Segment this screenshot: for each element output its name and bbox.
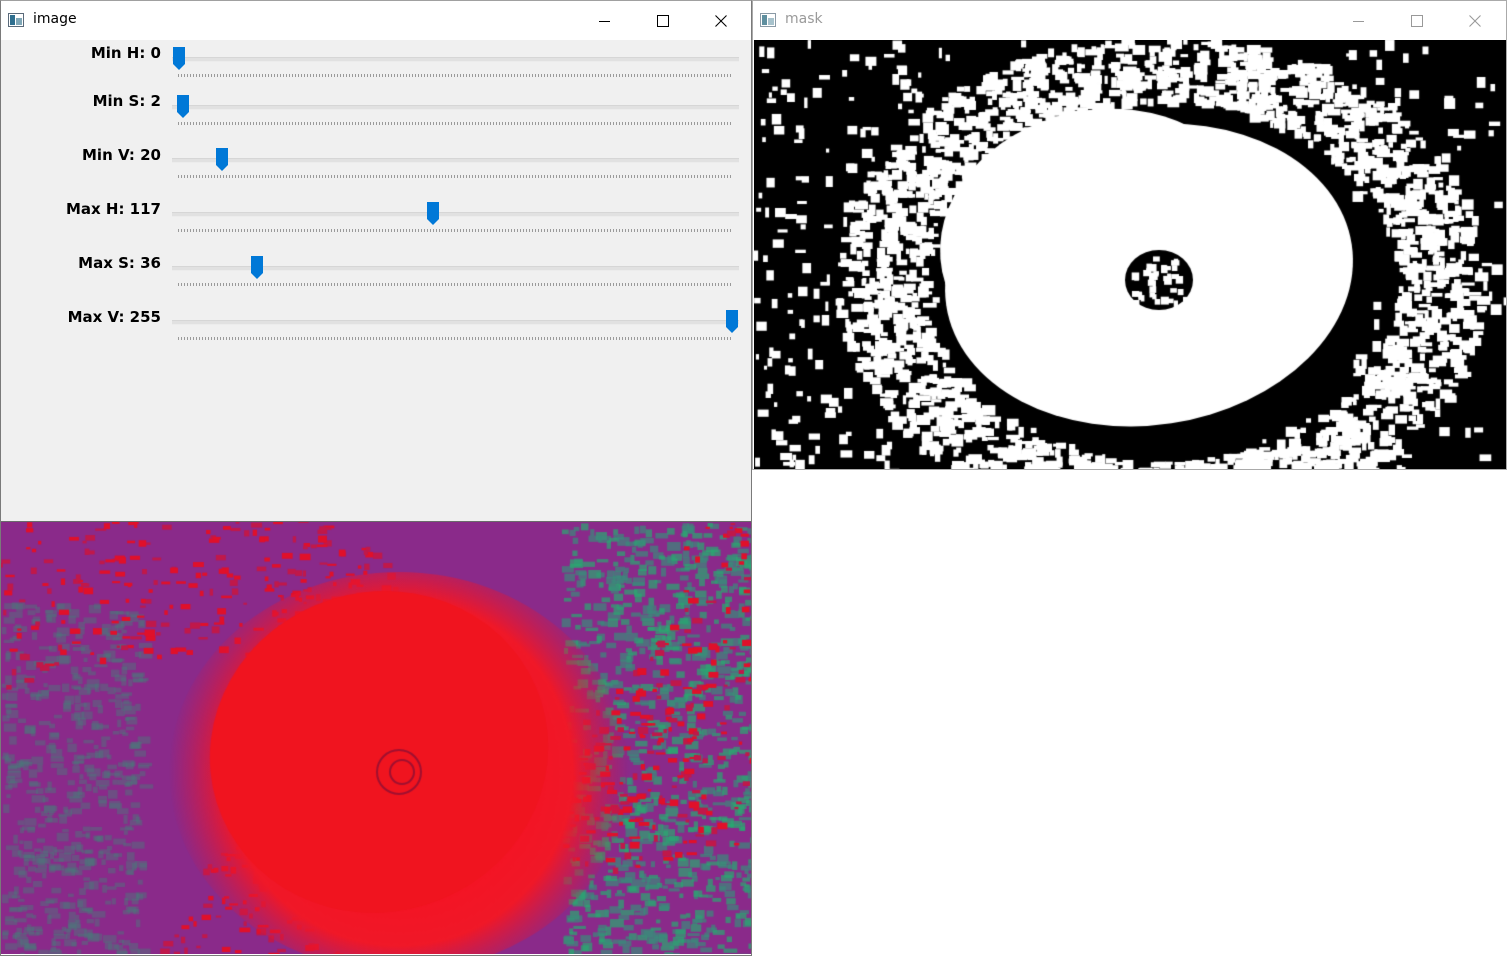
panel-divider [1,521,751,522]
slider-max-s[interactable] [172,251,739,286]
slider-thumb[interactable] [426,202,439,226]
maximize-icon [657,14,669,27]
hsv-storm-image[interactable] [1,522,751,954]
maximize-button[interactable] [1388,1,1446,40]
slider-track[interactable] [172,320,739,325]
minimize-icon [599,20,610,22]
minimize-button[interactable] [1330,1,1388,40]
image-window-title: image [33,11,77,27]
image-window[interactable]: image Min H: 0 Min S: 2 [0,0,752,956]
slider-ticks [178,337,733,340]
slider-max-h[interactable] [172,197,739,232]
slider-ticks [178,229,733,232]
trackbar-max-s: Max S: 36 [1,249,751,303]
slider-track[interactable] [172,158,739,163]
mask-window-title: mask [785,11,823,27]
opencv-window-icon [760,12,776,27]
minimize-icon [1353,20,1364,22]
close-icon [1469,14,1481,27]
slider-ticks [178,283,733,286]
slider-ticks [178,175,733,178]
trackbar-label: Max H: 117 [65,200,161,218]
slider-thumb[interactable] [216,148,229,172]
slider-track[interactable] [172,266,739,271]
trackbar-panel: Min H: 0 Min S: 2 Min V: 20 M [1,40,751,522]
trackbar-label: Max S: 36 [78,254,161,272]
trackbar-min-s: Min S: 2 [1,88,751,142]
slider-track[interactable] [172,105,739,110]
mask-titlebar[interactable]: mask [753,1,1506,40]
trackbar-label: Min S: 2 [92,92,161,110]
maximize-button[interactable] [634,1,692,40]
slider-thumb[interactable] [177,95,190,119]
trackbar-min-v: Min V: 20 [1,141,751,195]
close-button[interactable] [1446,1,1504,40]
opencv-window-icon [8,12,24,27]
slider-min-h[interactable] [172,42,739,77]
trackbar-label: Min H: 0 [90,44,161,62]
trackbar-min-h: Min H: 0 [1,40,751,94]
slider-thumb[interactable] [726,310,738,334]
trackbar-max-h: Max H: 117 [1,195,751,249]
trackbar-label: Max V: 255 [67,308,161,326]
slider-thumb[interactable] [173,47,185,71]
close-icon [715,14,727,27]
trackbar-label: Min V: 20 [82,146,161,164]
slider-ticks [178,122,733,125]
slider-min-v[interactable] [172,143,739,178]
slider-track[interactable] [172,212,739,217]
image-titlebar[interactable]: image [1,1,751,40]
minimize-button[interactable] [576,1,634,40]
slider-thumb[interactable] [251,256,264,280]
slider-track[interactable] [172,57,739,62]
slider-max-v[interactable] [172,305,739,340]
trackbar-max-v: Max V: 255 [1,303,751,357]
close-button[interactable] [692,1,750,40]
slider-min-s[interactable] [172,90,739,125]
slider-ticks [178,74,733,77]
mask-image[interactable] [754,40,1506,469]
maximize-icon [1411,14,1423,27]
mask-window[interactable]: mask [752,0,1507,470]
